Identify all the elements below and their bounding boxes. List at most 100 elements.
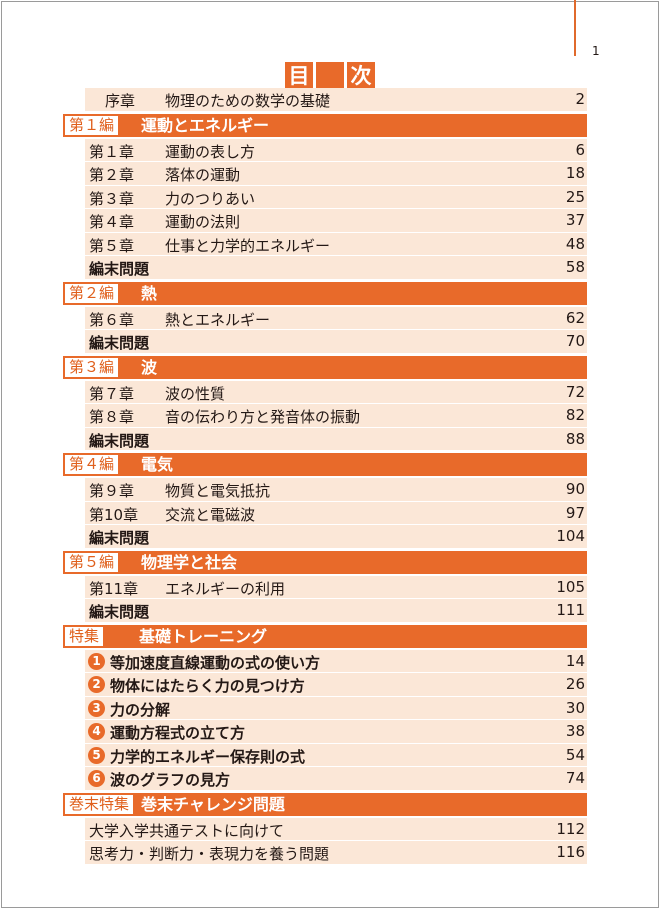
review-page: 70 bbox=[565, 332, 585, 350]
chapter-title: 熱とエネルギー bbox=[165, 310, 271, 329]
section-label: 第３編 bbox=[64, 356, 120, 378]
chapter-title: 仕事と力学的エネルギー bbox=[165, 236, 331, 255]
chapter-title: 力のつりあい bbox=[165, 189, 256, 208]
training-page: 30 bbox=[565, 698, 585, 717]
section-header: 第４編 電気 bbox=[63, 453, 587, 476]
review-title: 編末問題 bbox=[89, 431, 150, 450]
page-title: 目 次 bbox=[285, 62, 375, 90]
chapter-title: 物質と電気抵抗 bbox=[165, 482, 271, 500]
toc-entry-training[interactable]: 6 波のグラフの見方 74 bbox=[85, 767, 587, 791]
final-title: 大学入学共通テストに向けて bbox=[89, 821, 285, 840]
chapter-number: 第４章 bbox=[89, 213, 135, 231]
number-circle-icon: 3 bbox=[88, 699, 105, 717]
entry-title: 物理のための数学の基礎 bbox=[165, 92, 331, 110]
toc-entry-training[interactable]: 3 力の分解 30 bbox=[85, 696, 587, 720]
number-circle-icon: 1 bbox=[88, 652, 105, 670]
number-circle-icon: 6 bbox=[88, 770, 105, 787]
entry-number: 序章 bbox=[105, 92, 136, 110]
section-header: 巻末特集 巻末チャレンジ問題 bbox=[63, 792, 587, 816]
chapter-page: 82 bbox=[565, 406, 585, 424]
chapter-page: 97 bbox=[565, 503, 585, 522]
chapter-page: 6 bbox=[575, 140, 585, 159]
chapter-number: 第７章 bbox=[89, 384, 135, 403]
training-page: 26 bbox=[565, 675, 585, 693]
chapter-number: 第９章 bbox=[89, 482, 135, 500]
chapter-number: 第８章 bbox=[89, 408, 135, 426]
section-title: 物理学と社会 bbox=[141, 552, 238, 572]
title-left-char: 目 bbox=[285, 62, 313, 90]
chapter-page: 37 bbox=[565, 211, 585, 229]
toc-entry-chapter[interactable]: 第７章 波の性質 72 bbox=[85, 380, 587, 404]
section-label: 第１編 bbox=[64, 114, 120, 136]
chapter-number: 第10章 bbox=[89, 505, 139, 524]
toc-entry-chapter[interactable]: 第11章 エネルギーの利用 105 bbox=[85, 575, 587, 599]
chapter-page: 90 bbox=[565, 480, 585, 498]
training-page: 38 bbox=[565, 722, 585, 740]
toc-entry-review[interactable]: 編末問題 88 bbox=[85, 427, 587, 451]
toc-entry-final[interactable]: 思考力・判断力・表現力を養う問題 116 bbox=[85, 841, 587, 865]
toc-entry-chapter[interactable]: 第10章 交流と電磁波 97 bbox=[85, 501, 587, 525]
number-circle-icon: 2 bbox=[88, 676, 105, 693]
chapter-page: 25 bbox=[565, 187, 585, 206]
section-label: 第４編 bbox=[64, 454, 120, 475]
chapter-title: 運動の法則 bbox=[165, 213, 241, 231]
chapter-title: エネルギーの利用 bbox=[165, 579, 286, 598]
review-title: 編末問題 bbox=[89, 334, 150, 352]
toc-entry-chapter[interactable]: 第５章 仕事と力学的エネルギー 48 bbox=[85, 232, 587, 256]
chapter-number: 第５章 bbox=[89, 236, 135, 255]
training-title: 運動方程式の立て方 bbox=[110, 724, 246, 742]
toc-entry-training[interactable]: 4 運動方程式の立て方 38 bbox=[85, 720, 587, 744]
training-title: 力学的エネルギー保存則の式 bbox=[110, 747, 306, 766]
page-number: 1 bbox=[592, 44, 600, 58]
toc-entry-training[interactable]: 5 力学的エネルギー保存則の式 54 bbox=[85, 743, 587, 767]
chapter-title: 交流と電磁波 bbox=[165, 505, 256, 524]
chapter-title: 波の性質 bbox=[165, 384, 226, 403]
toc-entry-review[interactable]: 編末問題 58 bbox=[85, 256, 587, 280]
toc-entry-chapter[interactable]: 第２章 落体の運動 18 bbox=[85, 162, 587, 186]
toc-entry-review[interactable]: 編末問題 104 bbox=[85, 525, 587, 549]
toc-entry-training[interactable]: 1 等加速度直線運動の式の使い方 14 bbox=[85, 649, 587, 673]
chapter-number: 第６章 bbox=[89, 310, 135, 329]
training-title: 物体にはたらく力の見つけ方 bbox=[110, 677, 305, 695]
toc-entry-final[interactable]: 大学入学共通テストに向けて 112 bbox=[85, 817, 587, 841]
section-header: 第５編 物理学と社会 bbox=[63, 550, 587, 574]
training-title: 波のグラフの見方 bbox=[110, 771, 231, 789]
toc-entry-chapter[interactable]: 第６章 熱とエネルギー 62 bbox=[85, 306, 587, 330]
chapter-page: 48 bbox=[565, 234, 585, 253]
toc-entry-review[interactable]: 編末問題 70 bbox=[85, 330, 587, 354]
review-page: 88 bbox=[565, 429, 585, 448]
section-header: 特集 基礎トレーニング bbox=[63, 624, 587, 648]
toc-entry-chapter[interactable]: 第８章 音の伝わり方と発音体の振動 82 bbox=[85, 404, 587, 428]
toc-entry-chapter[interactable]: 第１章 運動の表し方 6 bbox=[85, 138, 587, 162]
section-title: 運動とエネルギー bbox=[141, 115, 270, 135]
toc-entry-prologue[interactable]: 序章 物理のための数学の基礎 2 bbox=[85, 88, 587, 112]
chapter-number: 第11章 bbox=[89, 579, 139, 598]
toc-entry-chapter[interactable]: 第４章 運動の法則 37 bbox=[85, 209, 587, 233]
chapter-title: 音の伝わり方と発音体の振動 bbox=[165, 408, 361, 426]
section-header: 第３編 波 bbox=[63, 355, 587, 379]
training-title: 力の分解 bbox=[110, 700, 171, 719]
toc-entry-training[interactable]: 2 物体にはたらく力の見つけ方 26 bbox=[85, 673, 587, 697]
section-title: 電気 bbox=[141, 455, 174, 474]
section-title: 巻末チャレンジ問題 bbox=[141, 794, 285, 814]
section-title: 波 bbox=[141, 357, 158, 377]
section-title: 熱 bbox=[141, 283, 158, 303]
review-title: 編末問題 bbox=[89, 260, 150, 278]
section-header: 第１編 運動とエネルギー bbox=[63, 113, 587, 137]
number-circle-icon: 5 bbox=[88, 746, 105, 764]
chapter-number: 第３章 bbox=[89, 189, 135, 208]
review-page: 104 bbox=[556, 527, 585, 545]
toc-entry-chapter[interactable]: 第９章 物質と電気抵抗 90 bbox=[85, 478, 587, 502]
entry-page: 2 bbox=[575, 90, 585, 108]
toc-entry-review[interactable]: 編末問題 111 bbox=[85, 599, 587, 623]
section-label: 巻末特集 bbox=[64, 793, 135, 815]
chapter-number: 第２章 bbox=[89, 166, 135, 184]
chapter-page: 18 bbox=[565, 164, 585, 182]
chapter-page: 72 bbox=[565, 382, 585, 401]
final-page: 112 bbox=[556, 819, 585, 838]
training-title: 等加速度直線運動の式の使い方 bbox=[110, 653, 321, 672]
section-label: 第５編 bbox=[64, 551, 120, 573]
final-title: 思考力・判断力・表現力を養う問題 bbox=[89, 845, 330, 863]
number-circle-icon: 4 bbox=[88, 723, 105, 740]
toc-entry-chapter[interactable]: 第３章 力のつりあい 25 bbox=[85, 185, 587, 209]
